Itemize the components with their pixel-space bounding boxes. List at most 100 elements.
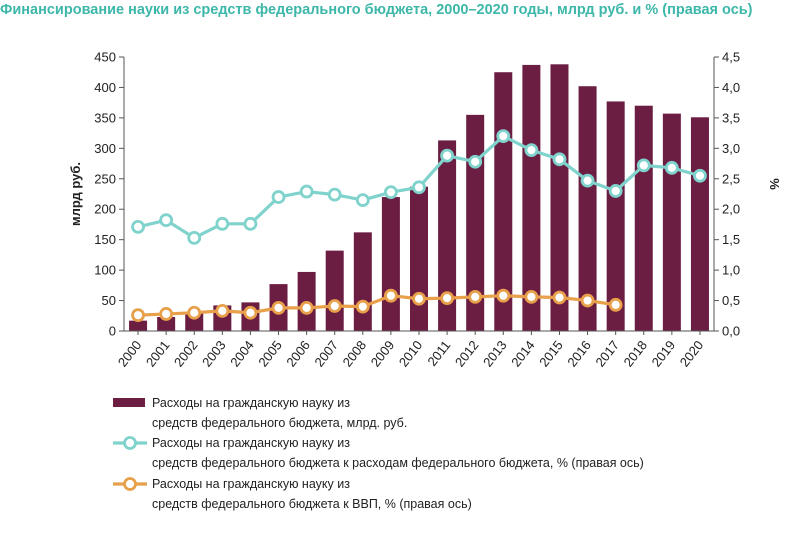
x-tick-label: 2004 (227, 338, 257, 370)
bar-2014 (522, 64, 541, 331)
point-share_of_budget-2009 (384, 185, 398, 200)
x-tick-label: 2013 (480, 338, 510, 370)
legend-label-share_of_gdp: средств федерального бюджета к ВВП, % (п… (152, 497, 472, 511)
point-share_of_gdp-2002 (187, 305, 202, 320)
x-tick-label: 2002 (171, 338, 201, 370)
point-share_of_gdp-2005 (271, 300, 286, 315)
chart-title: Финансирование науки из средств федераль… (0, 2, 753, 18)
point-share_of_gdp-2012 (468, 290, 483, 304)
point-share_of_gdp-2017 (608, 297, 623, 312)
point-share_of_budget-2016 (580, 173, 595, 188)
x-tick-label: 2007 (311, 338, 341, 370)
x-tick-label: 2016 (564, 338, 594, 370)
x-tick-label: 2001 (143, 338, 173, 370)
point-share_of_gdp-2009 (384, 288, 398, 303)
x-tick-label: 2010 (396, 338, 426, 370)
legend-swatch-bars (113, 398, 145, 407)
point-share_of_budget-2004 (243, 216, 258, 231)
y-tick-label-left: 100 (94, 263, 116, 278)
point-share_of_budget-2010 (412, 180, 426, 195)
legend-marker-share_of_gdp (123, 477, 137, 491)
y-tick-label-left: 250 (94, 171, 116, 186)
point-share_of_budget-2001 (159, 213, 174, 228)
bar-2015 (550, 64, 569, 331)
point-share_of_gdp-2003 (215, 304, 230, 318)
bar-2009 (381, 197, 400, 331)
x-tick-label: 2018 (620, 338, 650, 370)
y-axis-label-right: % (767, 178, 782, 190)
line-share_of_gdp (137, 294, 616, 317)
point-share_of_budget-2006 (299, 184, 314, 199)
bar-2019 (662, 113, 681, 331)
point-share_of_budget-2019 (664, 160, 679, 175)
point-share_of_gdp-2004 (243, 305, 258, 320)
legend-marker-share_of_budget (123, 436, 137, 450)
y-tick-label-left: 450 (94, 50, 116, 65)
bar-2001 (157, 316, 176, 331)
point-share_of_budget-2015 (552, 152, 567, 167)
bar-2018 (634, 105, 653, 331)
bar-2016 (578, 86, 597, 331)
point-share_of_budget-2008 (355, 193, 370, 207)
legend-label-bars: средств федерального бюджета, млрд. руб. (152, 416, 407, 430)
y-tick-label-right: 0,0 (722, 324, 740, 339)
point-share_of_budget-2014 (524, 143, 539, 158)
point-share_of_budget-2012 (468, 154, 483, 169)
x-tick-label: 2015 (536, 338, 566, 370)
point-share_of_gdp-2011 (440, 291, 454, 306)
x-tick-label: 2009 (368, 338, 398, 370)
point-share_of_budget-2007 (327, 187, 342, 202)
x-tick-label: 2000 (115, 338, 145, 370)
y-tick-label-right: 3,0 (722, 141, 740, 156)
legend-label-share_of_gdp: Расходы на гражданскую науку из (152, 477, 350, 491)
x-tick-label: 2012 (452, 338, 482, 370)
y-tick-label-left: 350 (94, 110, 116, 125)
point-share_of_budget-2000 (131, 219, 145, 234)
x-tick-label: 2014 (508, 338, 538, 370)
bar-2007 (325, 250, 344, 331)
y-tick-label-left: 0 (109, 324, 116, 339)
bar-2011 (438, 140, 457, 331)
y-tick-label-right: 1,5 (722, 232, 740, 247)
bar-2010 (410, 186, 428, 331)
y-tick-label-right: 3,5 (722, 110, 740, 125)
legend-label-share_of_budget: Расходы на гражданскую науку из (152, 436, 350, 450)
point-share_of_budget-2018 (636, 158, 651, 173)
y-tick-label-left: 200 (94, 202, 116, 217)
y-tick-label-right: 4,5 (722, 50, 740, 65)
point-share_of_gdp-2001 (159, 307, 174, 321)
x-tick-label: 2020 (677, 338, 707, 370)
x-tick-label: 2006 (283, 338, 313, 370)
x-tick-label: 2017 (592, 338, 622, 370)
x-tick-label: 2005 (255, 338, 285, 370)
x-tick-label: 2019 (649, 338, 679, 370)
point-share_of_gdp-2016 (580, 293, 595, 308)
bar-2000 (129, 320, 148, 331)
point-share_of_budget-2013 (496, 129, 511, 144)
bar-2017 (606, 101, 625, 332)
point-share_of_budget-2020 (693, 168, 707, 183)
x-tick-label: 2003 (199, 338, 229, 370)
y-tick-label-left: 150 (94, 232, 116, 247)
point-share_of_gdp-2015 (552, 290, 567, 305)
legend-label-bars: Расходы на гражданскую науку из (152, 396, 350, 410)
point-share_of_gdp-2014 (524, 290, 539, 304)
point-share_of_budget-2002 (187, 230, 202, 245)
legend-label-share_of_budget: средств федерального бюджета к расходам … (152, 456, 644, 470)
point-share_of_budget-2005 (271, 190, 286, 204)
bar-2008 (353, 232, 372, 331)
x-tick-label: 2008 (340, 338, 370, 370)
y-tick-label-left: 400 (94, 80, 116, 95)
point-share_of_budget-2017 (608, 184, 623, 198)
y-tick-label-right: 2,0 (722, 202, 740, 217)
point-share_of_gdp-2000 (131, 308, 145, 323)
point-share_of_budget-2011 (440, 148, 454, 163)
y-tick-label-right: 4,0 (722, 80, 740, 95)
point-share_of_gdp-2006 (299, 300, 314, 315)
bar-2020 (690, 117, 709, 331)
point-share_of_gdp-2008 (355, 299, 370, 314)
point-share_of_budget-2003 (215, 216, 230, 231)
point-share_of_gdp-2013 (496, 288, 511, 303)
y-axis-label-left: млрд руб. (68, 162, 83, 226)
